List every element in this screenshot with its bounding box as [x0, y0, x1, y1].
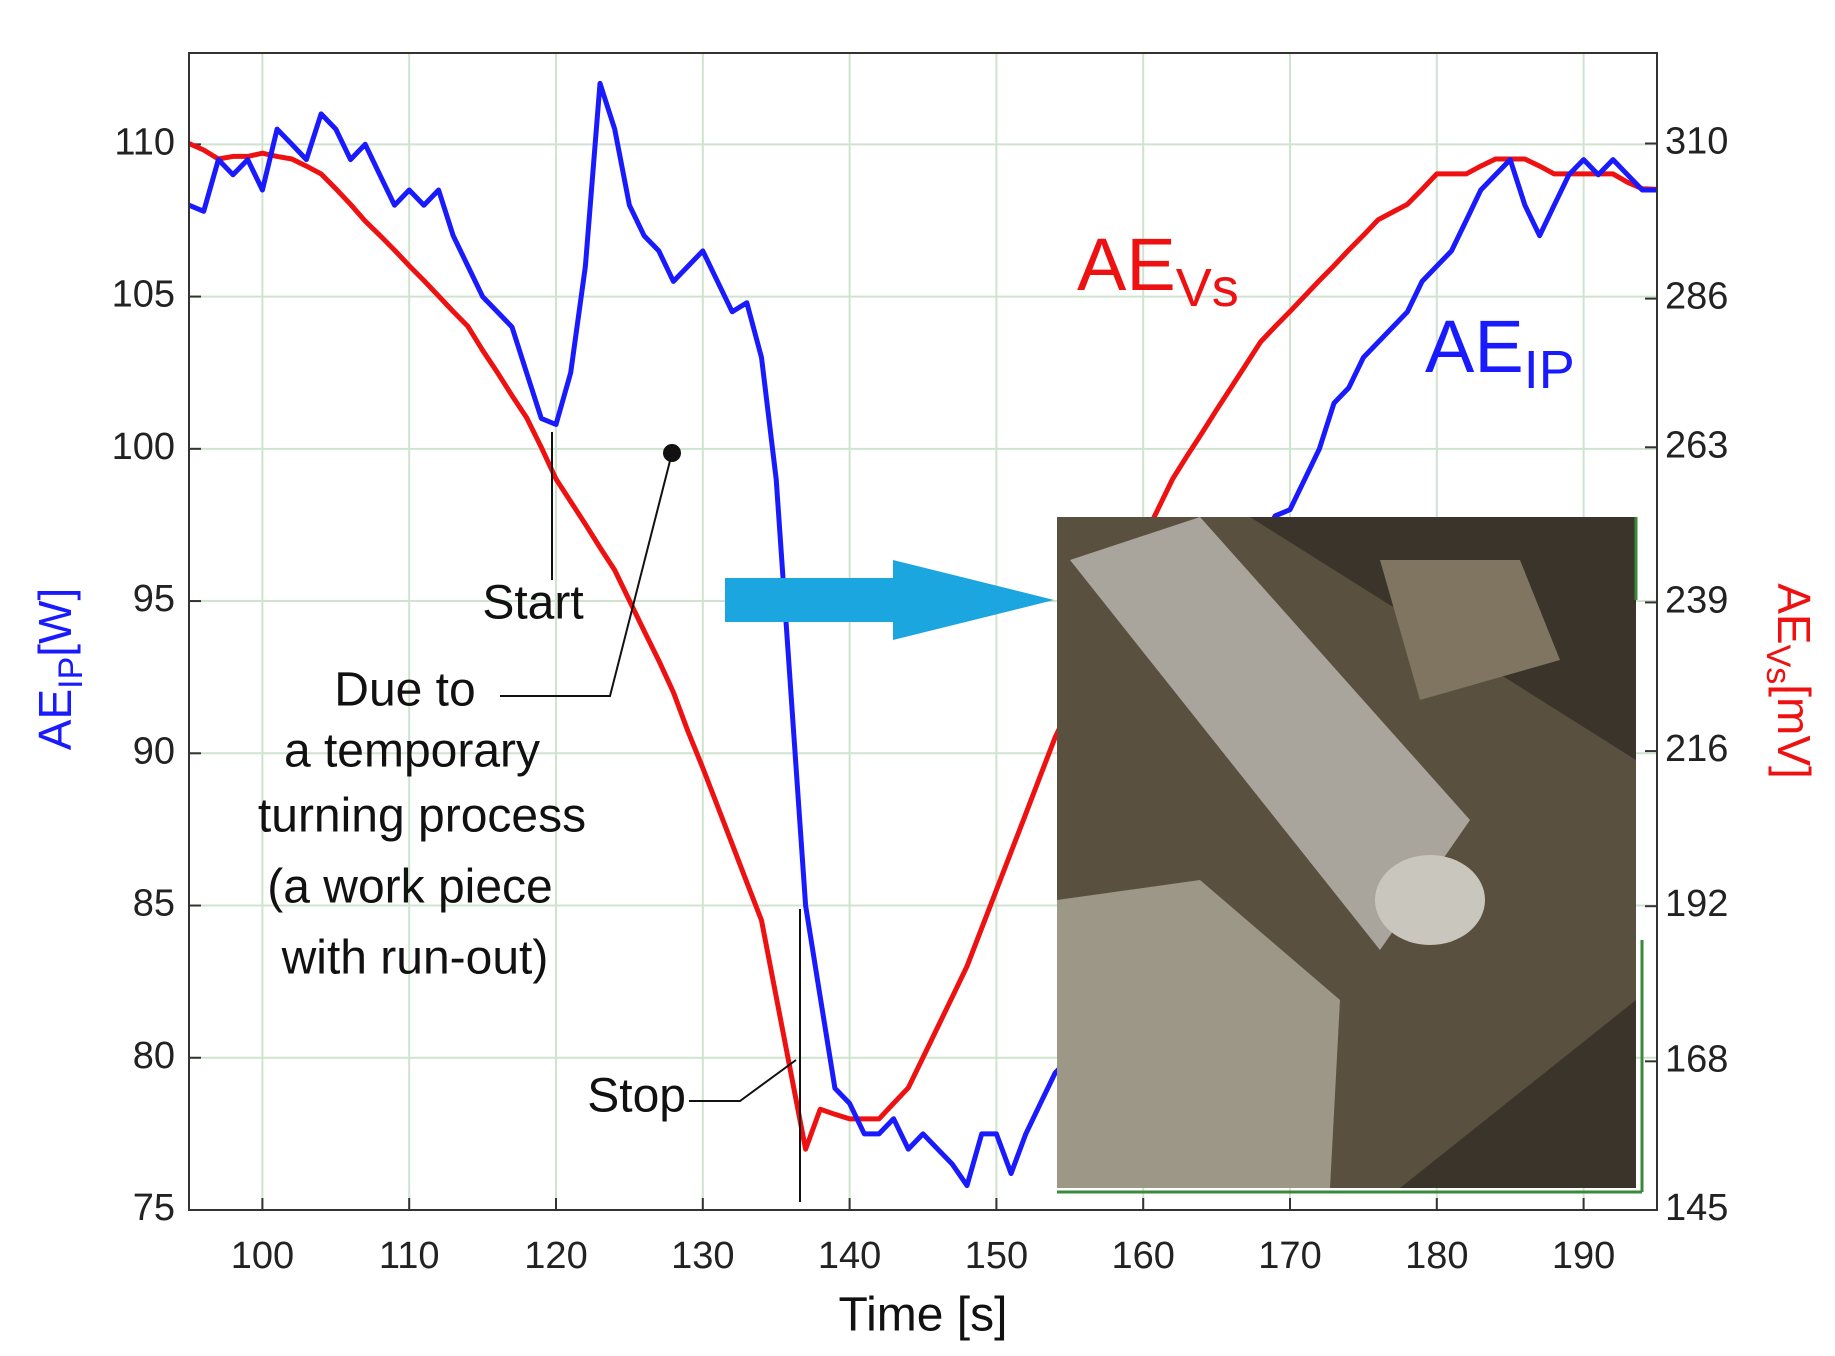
x-tick-label: 190: [1552, 1235, 1615, 1277]
series-line: [188, 80, 1657, 1189]
arrow: [725, 560, 1054, 640]
y-tick-label: 105: [112, 274, 175, 316]
x-tick-label: 110: [379, 1235, 440, 1277]
y-tick-label: 80: [133, 1035, 175, 1077]
photo-tool: [1057, 880, 1340, 1188]
x-tick-label: 160: [1111, 1235, 1174, 1277]
y2-tick-label: 263: [1665, 424, 1728, 466]
y-axis-title-main: AE: [29, 689, 81, 750]
y-tick-label: 95: [133, 578, 175, 620]
y2-axis-title-unit: [mV]: [1768, 684, 1820, 779]
y2-tick-label: 286: [1665, 276, 1728, 318]
annotation: Start: [482, 577, 583, 630]
photo-end: [1375, 855, 1485, 945]
y-axis-title-unit: [W]: [29, 588, 81, 657]
annotation: turning process: [258, 790, 586, 843]
y2-tick-label: 239: [1665, 579, 1728, 621]
x-tick-label: 180: [1405, 1235, 1468, 1277]
y2-axis-title-main: AE: [1768, 583, 1820, 644]
series-label: AEVs: [1077, 223, 1239, 319]
annotation: Due to: [334, 664, 475, 717]
y2-axis-title-sub: Vs: [1759, 645, 1797, 685]
series-label-sub: Vs: [1176, 258, 1239, 318]
photo: [1057, 517, 1644, 1194]
y-axis-title-sub: IP: [52, 657, 90, 689]
y2-tick-label: 192: [1665, 883, 1728, 925]
leader-line: [500, 452, 673, 697]
x-tick-label: 100: [231, 1235, 294, 1277]
annotation: with run-out): [281, 932, 549, 985]
annotation: Stop: [587, 1070, 686, 1123]
series-label: AEIP: [1425, 305, 1575, 401]
x-tick-label: 150: [965, 1235, 1028, 1277]
y2-tick-label: 310: [1665, 121, 1728, 163]
annotation: a temporary: [284, 725, 540, 778]
x-tick-label: 120: [524, 1235, 587, 1277]
y-tick-label: 110: [114, 121, 175, 163]
y2-tick-label: 216: [1665, 728, 1728, 770]
y2-tick-label: 168: [1665, 1038, 1728, 1080]
leader-line: [689, 1059, 797, 1102]
y-axis-title: AEIP[W]: [29, 588, 90, 750]
series-label-main: AE: [1425, 305, 1524, 388]
x-axis-title: Time [s]: [839, 1289, 1008, 1342]
series-label-main: AE: [1077, 223, 1176, 306]
leader-dot: [663, 444, 681, 462]
y2-tick-label: 145: [1665, 1187, 1728, 1229]
plot-frame: [188, 52, 1658, 1211]
annotation: (a work piece: [267, 861, 552, 914]
lines: [187, 80, 1658, 1189]
photo-jaw: [1380, 560, 1560, 700]
y-tick-label: 85: [133, 883, 175, 925]
series-label-sub: IP: [1524, 340, 1575, 400]
y-tick-label: 100: [112, 426, 175, 468]
y-tick-label: 75: [133, 1187, 175, 1229]
series-line: [187, 141, 1658, 1152]
x-tick-label: 140: [818, 1235, 881, 1277]
photo-workpiece: [1070, 517, 1470, 950]
y2-axis-title: AEVs[mV]: [1759, 583, 1820, 779]
y-tick-label: 90: [133, 730, 175, 772]
x-tick-label: 130: [671, 1235, 734, 1277]
x-tick-label: 170: [1258, 1235, 1321, 1277]
